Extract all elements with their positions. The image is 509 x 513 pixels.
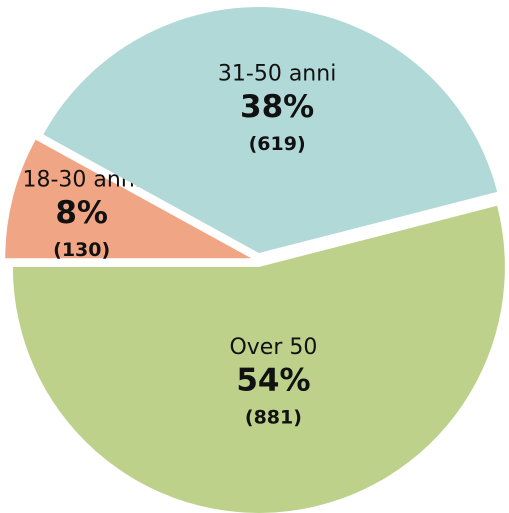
slice-label: Over 50 — [229, 335, 317, 360]
value-label: 38% — [240, 89, 314, 125]
pie-slice — [5, 139, 252, 259]
count-label: (881) — [245, 407, 302, 429]
value-label: 8% — [55, 195, 108, 231]
pie-slice — [12, 205, 505, 513]
count-label: (619) — [249, 133, 306, 155]
pie-slice — [43, 7, 498, 254]
slice-label: 31-50 anni — [218, 62, 336, 87]
value-label: 54% — [236, 363, 310, 399]
count-label: (130) — [53, 239, 110, 261]
